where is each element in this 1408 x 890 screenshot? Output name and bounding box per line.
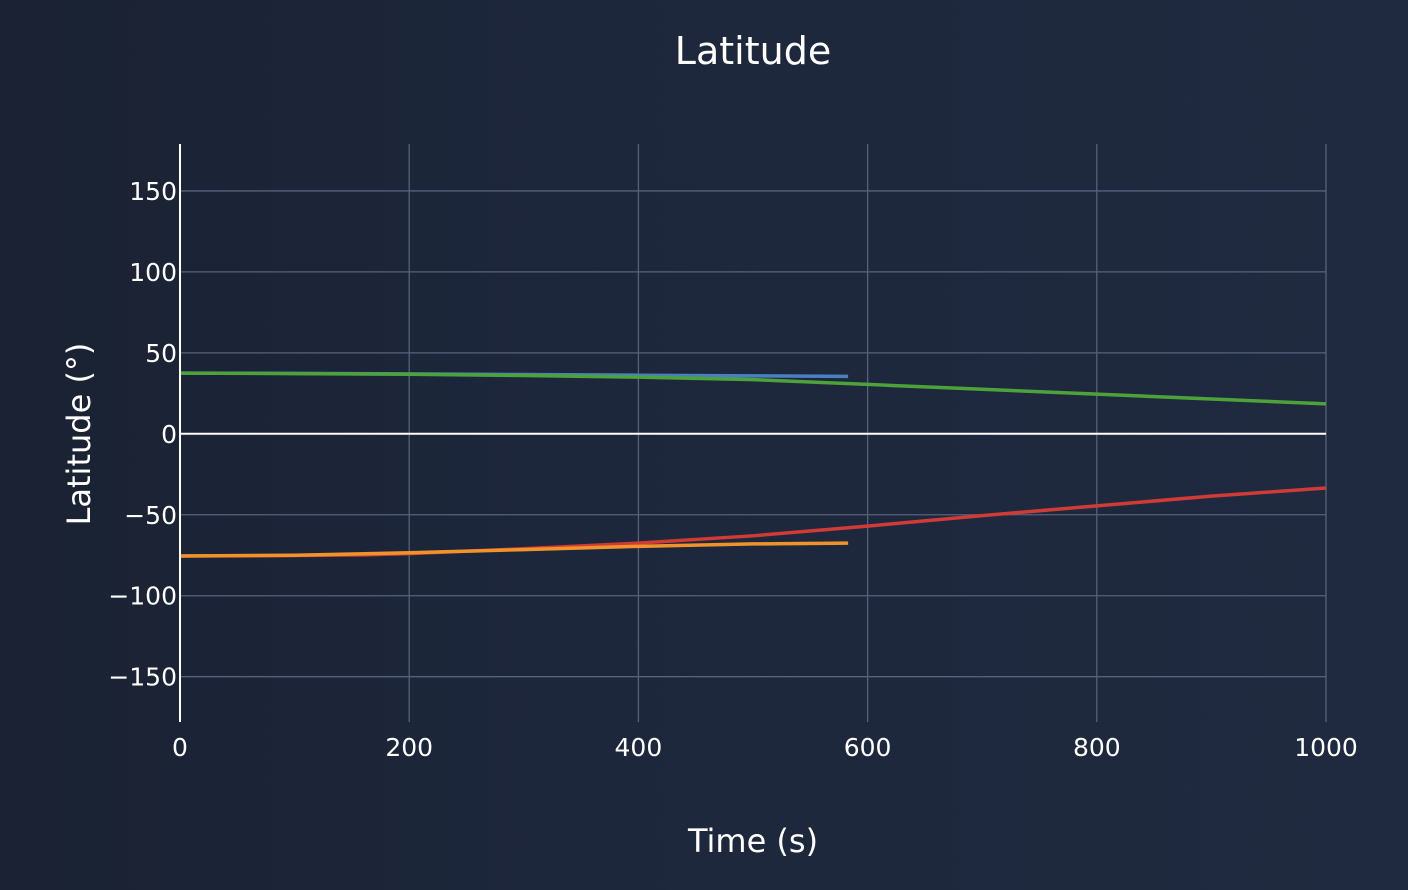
y-tick-label: 150	[129, 177, 177, 206]
x-tick-label: 200	[385, 733, 433, 762]
x-tick-label: 600	[844, 733, 892, 762]
y-axis-label: Latitude (°)	[60, 343, 98, 526]
x-tick-label: 400	[615, 733, 663, 762]
y-tick-label: 50	[145, 339, 177, 368]
x-tick-label: 1000	[1294, 733, 1358, 762]
axis-layer	[179, 144, 1326, 722]
y-tick-label: −150	[108, 663, 177, 692]
x-tick-label: 800	[1073, 733, 1121, 762]
x-tick-label: 0	[172, 733, 188, 762]
series-line-3	[179, 486, 1327, 558]
y-tick-label: −100	[108, 582, 177, 611]
series-line-2	[179, 371, 1327, 406]
y-tick-label: 100	[129, 258, 177, 287]
y-tick-label: 0	[161, 420, 177, 449]
chart-title: Latitude	[675, 29, 831, 73]
x-axis-label: Time (s)	[687, 822, 818, 860]
series-layer	[179, 371, 1327, 558]
tick-label-layer: 0 200 400 600 800 1000 150 100 50 0 −50 −100 −150	[108, 177, 1357, 762]
series-line-4	[179, 541, 849, 558]
y-tick-label: −50	[124, 501, 177, 530]
